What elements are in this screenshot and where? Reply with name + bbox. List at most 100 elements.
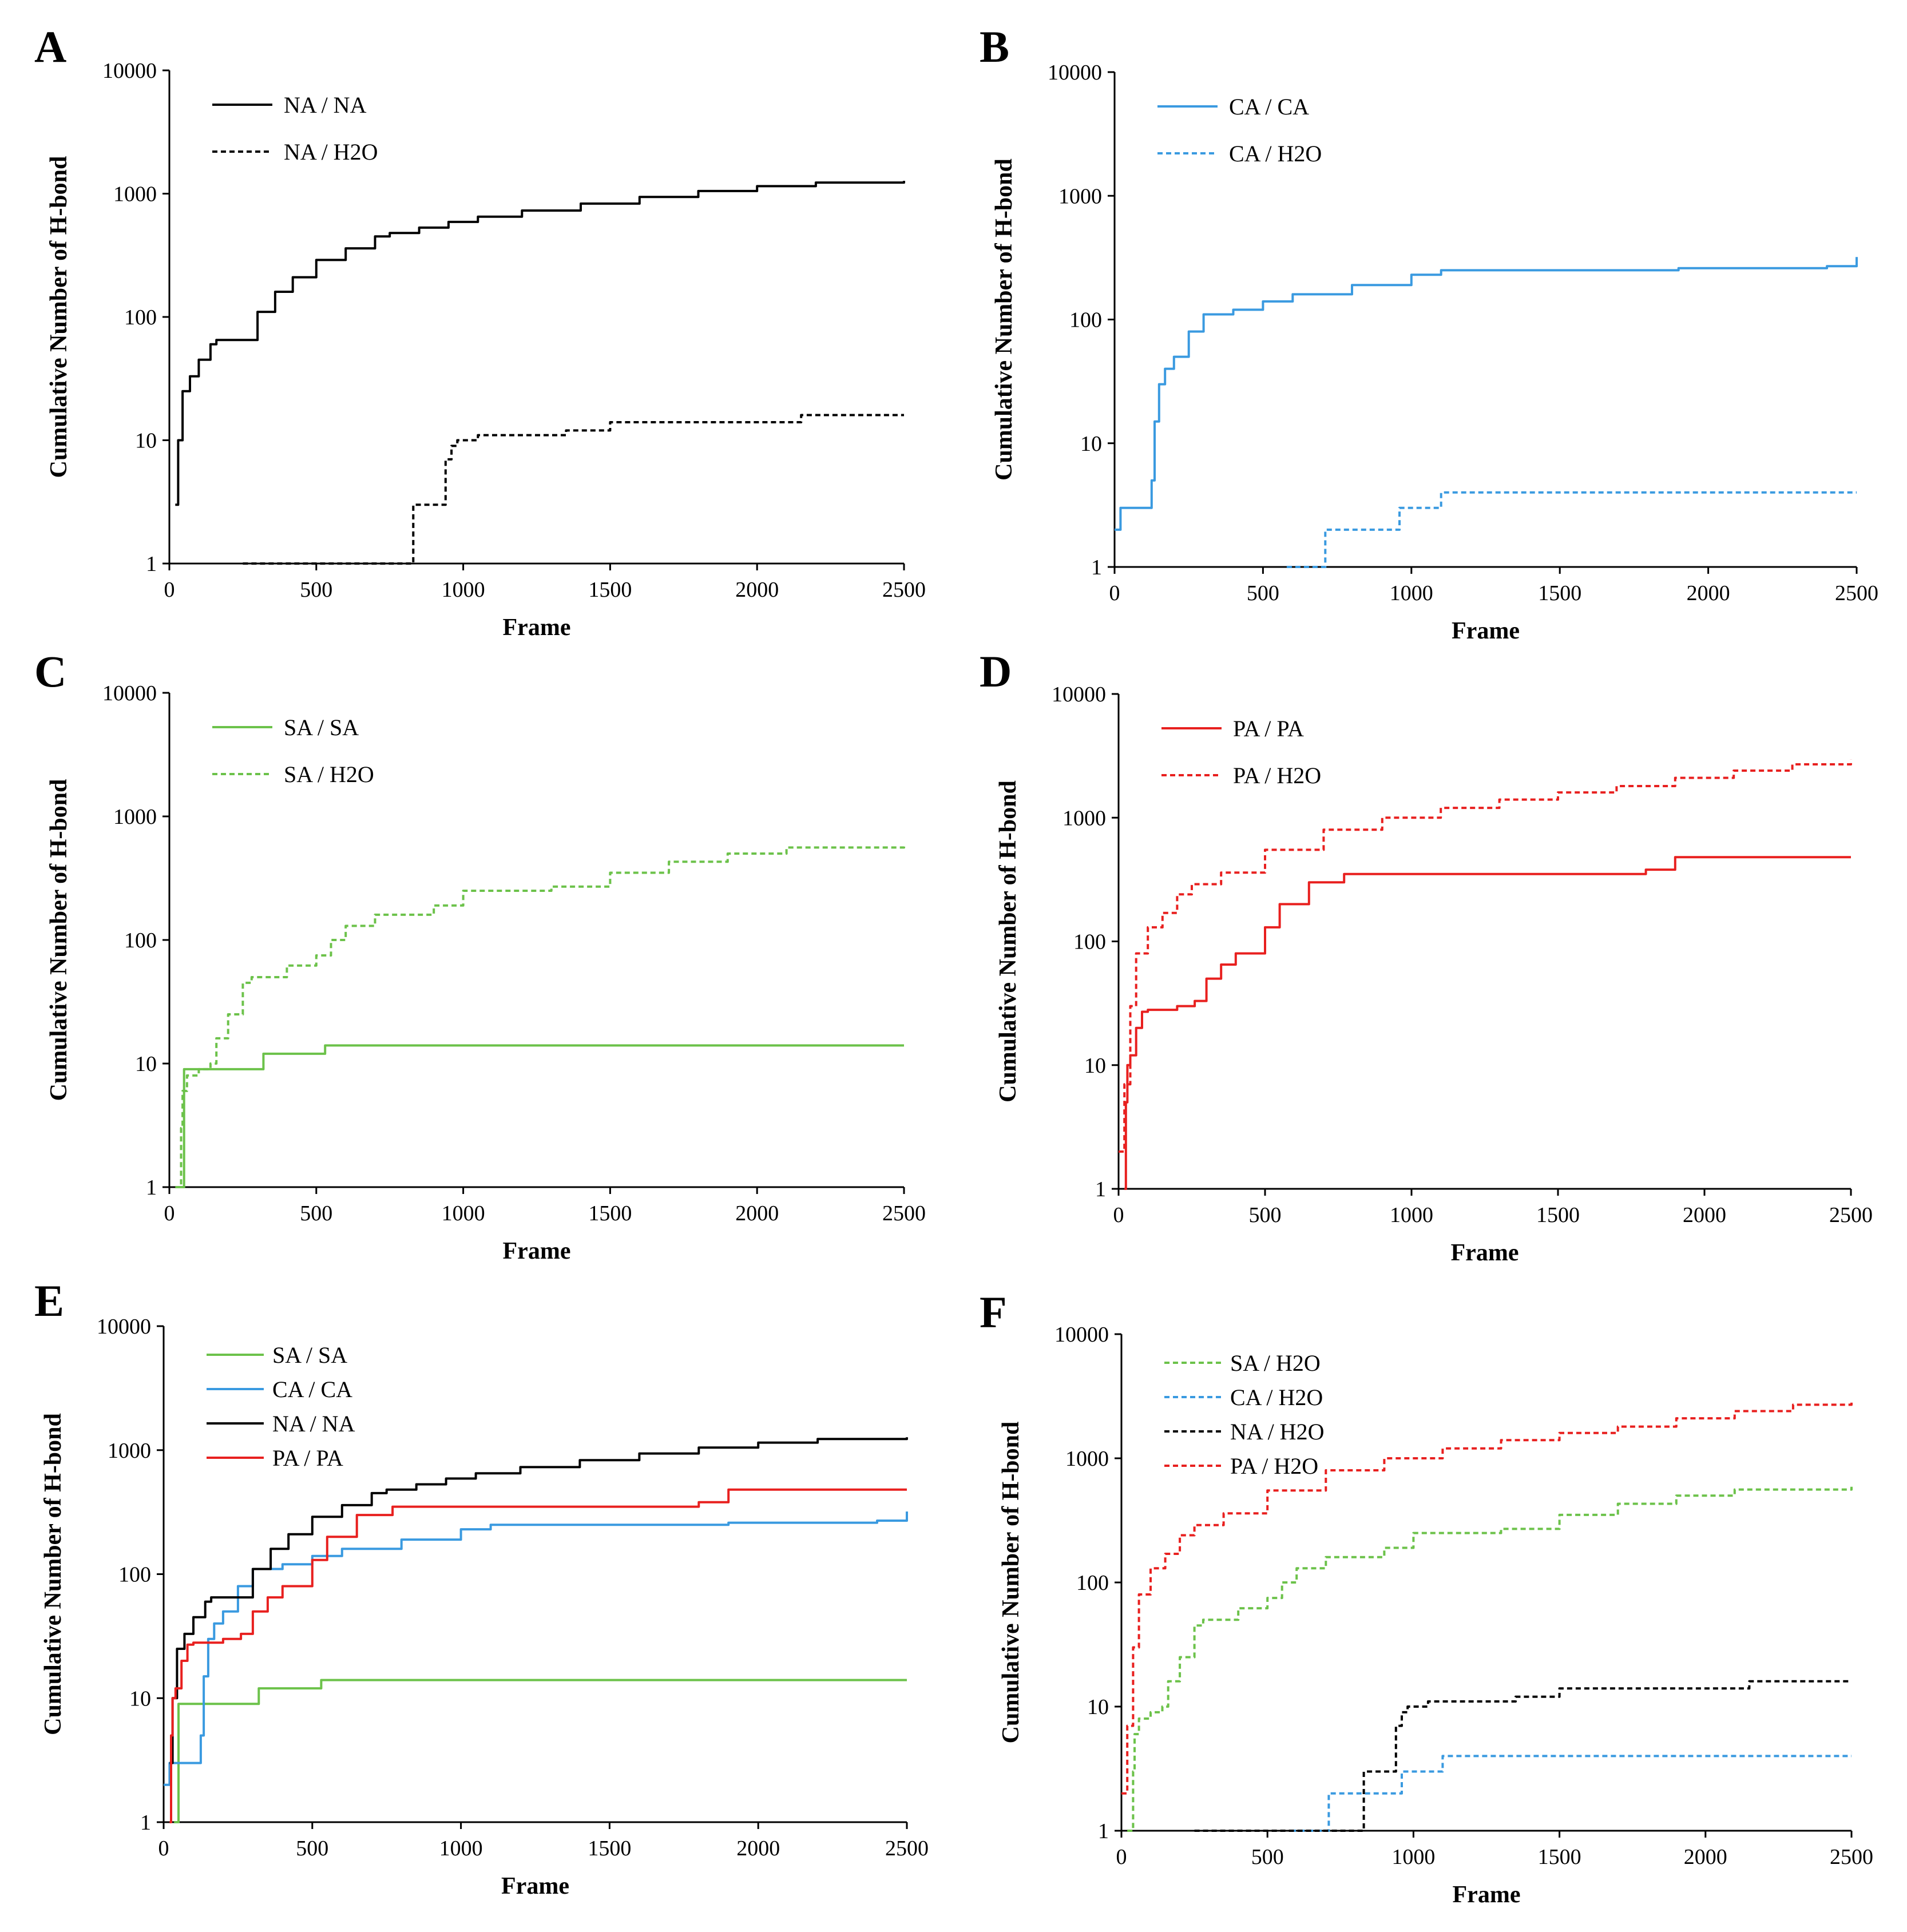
x-axis-title: Frame [1452, 618, 1520, 644]
y-tick-label: 1 [146, 552, 157, 576]
x-tick-label: 500 [1251, 1845, 1284, 1869]
y-tick-label: 1000 [1058, 184, 1102, 208]
y-tick-label: 10 [135, 429, 157, 453]
y-tick-label: 100 [124, 929, 157, 953]
y-tick-label: 100 [1076, 1571, 1109, 1595]
y-tick-label: 1000 [1065, 1447, 1109, 1471]
x-tick-label: 1500 [588, 578, 632, 602]
x-tick-label: 500 [1247, 581, 1279, 605]
y-tick-label: 1 [146, 1176, 157, 1200]
y-tick-label: 1000 [113, 183, 157, 207]
legend-label-na-na: NA / NA [272, 1411, 355, 1437]
panel-letter-d: D [980, 646, 1012, 696]
legend-label-pa-pa: PA / PA [272, 1445, 343, 1471]
panel-f: F 1 10 100 1000 10000 0 500 1000 1500 2000 2500 Fram… [980, 1287, 1873, 1908]
y-tick-label: 1 [1095, 1177, 1106, 1201]
series-line-sa-sa [180, 1044, 904, 1188]
series-line-pa-h2o [1121, 1400, 1853, 1795]
legend-label-ca-ca: CA / CA [272, 1376, 352, 1402]
y-tick-label: 100 [1073, 930, 1106, 954]
series-line-sa-h2o [1127, 1486, 1853, 1832]
y-tick-label: 10 [129, 1687, 151, 1711]
panel-letter-e: E [34, 1276, 64, 1326]
legend-label-ca-h2o: CA / H2O [1230, 1384, 1323, 1410]
series-line-pa-h2o [1119, 759, 1852, 1153]
legend-label-sa-h2o: SA / H2O [284, 761, 374, 787]
series-line-sa-sa [174, 1679, 907, 1823]
x-tick-label: 0 [158, 1836, 169, 1860]
y-axis-title: Cumulative Number of H-bond [40, 1413, 66, 1735]
x-tick-label: 1000 [1390, 581, 1433, 605]
panel-letter-b: B [980, 22, 1009, 72]
y-axis-title: Cumulative Number of H-bond [998, 1422, 1024, 1744]
series-line-ca-h2o [1291, 1755, 1852, 1832]
x-tick-label: 2500 [882, 578, 926, 602]
x-tick-label: 500 [296, 1836, 328, 1860]
x-axis-title: Frame [1451, 1240, 1519, 1266]
x-tick-label: 1500 [588, 1201, 632, 1225]
x-axis-title: Frame [1453, 1882, 1521, 1908]
panel-d: D 1 10 100 1000 10000 0 500 1000 1500 2000 2500 Fram… [980, 646, 1873, 1266]
x-tick-label: 0 [164, 1201, 175, 1225]
x-tick-label: 2000 [1687, 581, 1730, 605]
y-tick-label: 1000 [1062, 806, 1106, 830]
y-tick-label: 1 [1098, 1819, 1109, 1843]
legend-label-pa-pa: PA / PA [1233, 716, 1304, 741]
x-tick-label: 1500 [1538, 581, 1581, 605]
x-tick-label: 2500 [1830, 1845, 1873, 1869]
x-tick-label: 2000 [735, 1201, 779, 1225]
legend-label-sa-sa: SA / SA [284, 715, 359, 740]
y-tick-label: 10 [1084, 1054, 1106, 1078]
y-tick-label: 10000 [102, 681, 157, 705]
y-tick-label: 10000 [1054, 1323, 1109, 1347]
legend-label-na-h2o: NA / H2O [284, 139, 378, 165]
series-line-na-h2o [1194, 1680, 1852, 1832]
series-line-pa-pa [169, 1488, 907, 1823]
legend-label-pa-h2o: PA / H2O [1230, 1453, 1318, 1479]
x-tick-label: 0 [1113, 1203, 1124, 1227]
legend-label-pa-h2o: PA / H2O [1233, 763, 1321, 788]
y-tick-label: 1 [140, 1811, 151, 1835]
x-tick-label: 2000 [736, 1836, 780, 1860]
legend-label-sa-h2o: SA / H2O [1230, 1350, 1321, 1376]
y-tick-label: 10000 [97, 1315, 151, 1339]
x-tick-label: 2000 [735, 578, 779, 602]
x-tick-label: 1500 [1536, 1203, 1580, 1227]
x-tick-label: 0 [1116, 1845, 1127, 1869]
x-tick-label: 0 [1109, 581, 1120, 605]
x-axis-title: Frame [503, 614, 571, 641]
y-tick-label: 1000 [113, 805, 157, 829]
series-line-ca-ca [164, 1512, 908, 1786]
x-axis-title: Frame [501, 1873, 569, 1899]
x-tick-label: 1000 [442, 1201, 485, 1225]
series-line-pa-pa [1124, 856, 1851, 1190]
panel-letter-c: C [34, 646, 66, 696]
x-tick-label: 2500 [885, 1836, 929, 1860]
y-tick-label: 10000 [1052, 683, 1106, 707]
y-tick-label: 10 [1087, 1695, 1109, 1719]
y-tick-label: 1 [1091, 556, 1102, 580]
x-tick-label: 1500 [588, 1836, 631, 1860]
x-tick-label: 2000 [1684, 1845, 1727, 1869]
y-tick-label: 10 [135, 1052, 157, 1076]
x-tick-label: 500 [300, 1201, 332, 1225]
x-tick-label: 1000 [1391, 1845, 1435, 1869]
x-tick-label: 0 [164, 578, 175, 602]
y-tick-label: 100 [1069, 308, 1102, 332]
panel-e: E 1 10 100 1000 10000 0 500 1000 1500 2000 2500 Fram… [34, 1276, 929, 1899]
x-tick-label: 2500 [1829, 1203, 1873, 1227]
x-tick-label: 1000 [439, 1836, 483, 1860]
y-axis-title: Cumulative Number of H-bond [991, 158, 1017, 481]
x-tick-label: 1000 [442, 578, 485, 602]
x-tick-label: 1000 [1390, 1203, 1433, 1227]
y-axis-title: Cumulative Number of H-bond [46, 779, 72, 1101]
series-line-na-h2o [243, 414, 904, 565]
x-axis-title: Frame [503, 1238, 571, 1264]
series-line-ca-ca [1115, 257, 1858, 531]
panel-letter-f: F [980, 1287, 1007, 1337]
y-tick-label: 10000 [1048, 61, 1102, 85]
series-line-na-na [169, 1437, 908, 1764]
y-tick-label: 10 [1080, 432, 1102, 456]
y-axis-title: Cumulative Number of H-bond [46, 156, 72, 478]
